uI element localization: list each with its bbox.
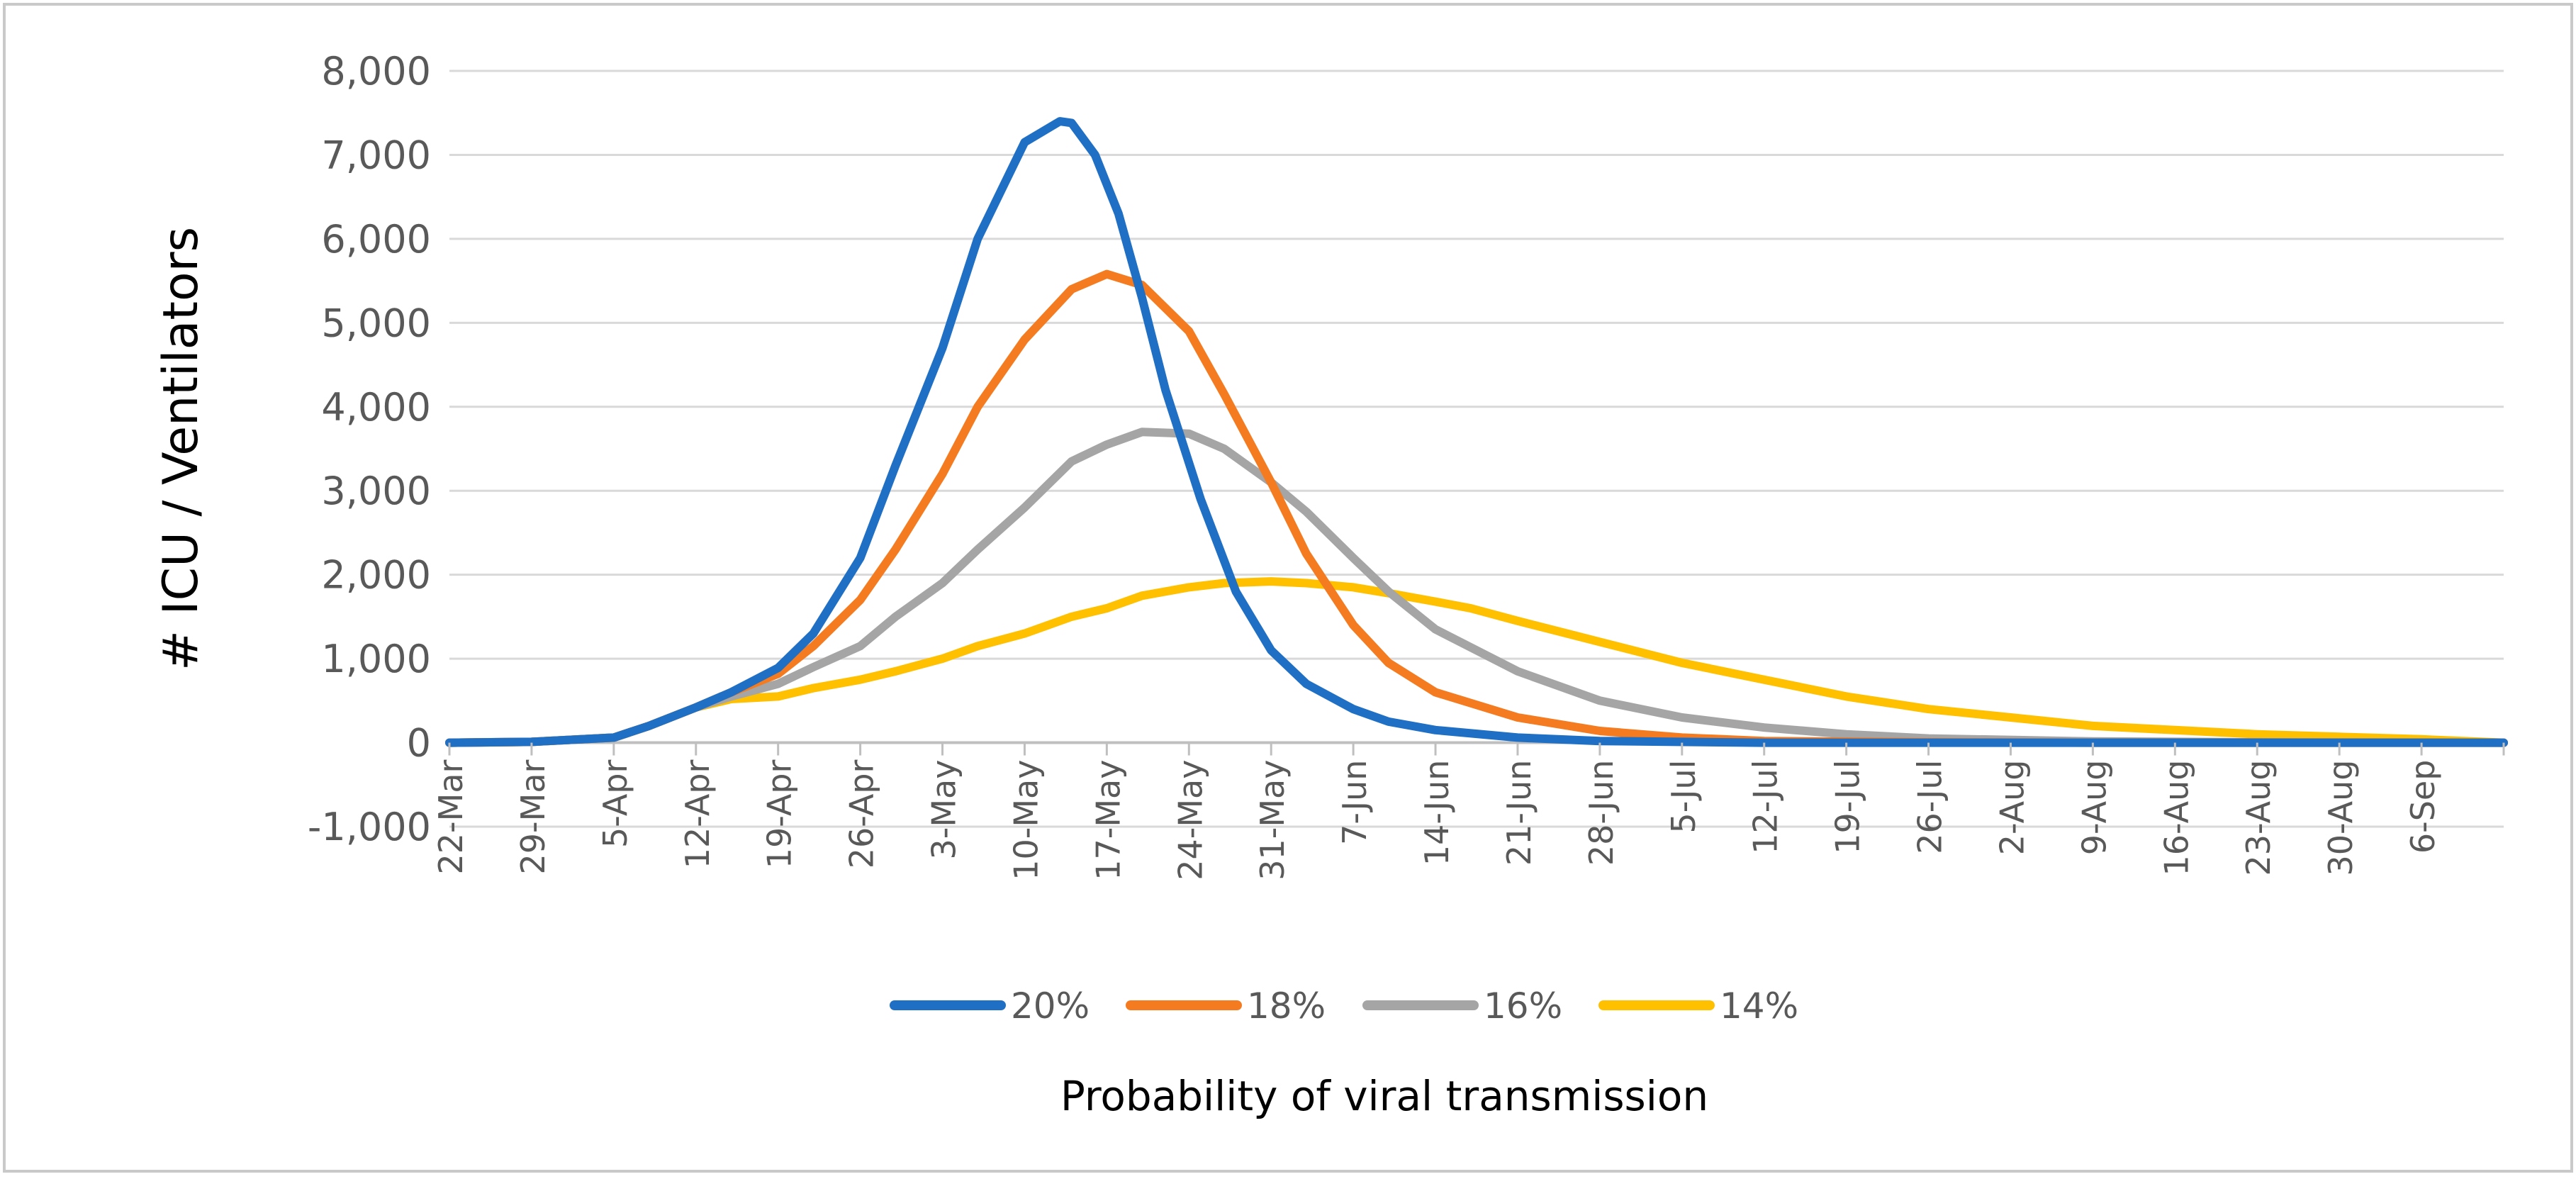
x-tick-label: 7-Jun [1335, 760, 1374, 845]
x-tick-label: 10-May [1007, 760, 1045, 881]
y-tick-label: 3,000 [321, 469, 431, 513]
x-tick-label: 6-Sep [2404, 760, 2442, 854]
series-lines [445, 117, 2508, 747]
x-tick-label: 12-Apr [678, 759, 717, 868]
x-tick-label: 2-Aug [1993, 760, 2031, 856]
x-tick-label: 26-Apr [843, 759, 881, 868]
x-tick-label: 12-Jul [1747, 760, 1785, 854]
y-tick-label: 6,000 [321, 217, 431, 262]
legend: 20% 18% 16% 14% [890, 985, 1798, 1027]
x-tick-label: 23-Aug [2239, 760, 2278, 876]
x-tick-label: 3-May [925, 760, 963, 860]
x-tick-label: 28-Jun [1582, 760, 1620, 866]
y-axis-ticks: -1,000 0 1,000 2,000 3,000 4,000 5,000 6,000 7,0… [308, 49, 431, 849]
chart-border [3, 3, 2573, 1173]
x-tick-label: 5-Apr [596, 759, 634, 848]
y-axis-label: # ICU / Ventilators [153, 227, 209, 671]
x-tick-label: 16-Aug [2157, 760, 2195, 876]
x-tick-label: 26-Jul [1911, 760, 1949, 854]
x-tick-label: 21-Jun [1500, 760, 1538, 866]
x-tick-label: 5-Jul [1664, 760, 1703, 834]
legend-label: 14% [1720, 985, 1798, 1027]
x-axis-label: Probability of viral transmission [1060, 1072, 1708, 1120]
series-line-14pct [445, 577, 2508, 747]
x-tick-label: 22-Mar [432, 759, 470, 874]
x-tick-label: 17-May [1089, 760, 1127, 881]
x-tick-label: 31-May [1253, 760, 1292, 881]
y-tick-label: 2,000 [321, 553, 431, 598]
gridlines [449, 69, 2504, 828]
x-tick-label: 19-Jul [1829, 760, 1867, 854]
y-tick-label: 0 [407, 721, 431, 766]
x-tick-label: 14-Jun [1418, 760, 1456, 866]
x-tick-label: 19-Apr [761, 759, 799, 868]
y-tick-label: 4,000 [321, 385, 431, 430]
x-axis-ticks: 22-Mar 29-Mar 5-Apr 12-Apr 19-Apr 26-Apr 3-May… [432, 742, 2505, 881]
x-tick-label: 30-Aug [2322, 760, 2360, 876]
y-tick-label: 7,000 [321, 133, 431, 177]
series-line-20pct [445, 117, 2508, 747]
y-tick-label: 1,000 [321, 637, 431, 681]
y-tick-label: 5,000 [321, 301, 431, 345]
y-tick-label: -1,000 [308, 805, 431, 849]
x-tick-label: 24-May [1171, 760, 1209, 881]
series-line-16pct [445, 428, 2508, 747]
legend-label: 16% [1484, 985, 1562, 1027]
y-tick-label: 8,000 [321, 49, 431, 94]
legend-label: 20% [1011, 985, 1090, 1027]
x-tick-label: 29-Mar [514, 759, 552, 874]
legend-label: 18% [1247, 985, 1326, 1027]
x-tick-label: 9-Aug [2075, 760, 2113, 856]
